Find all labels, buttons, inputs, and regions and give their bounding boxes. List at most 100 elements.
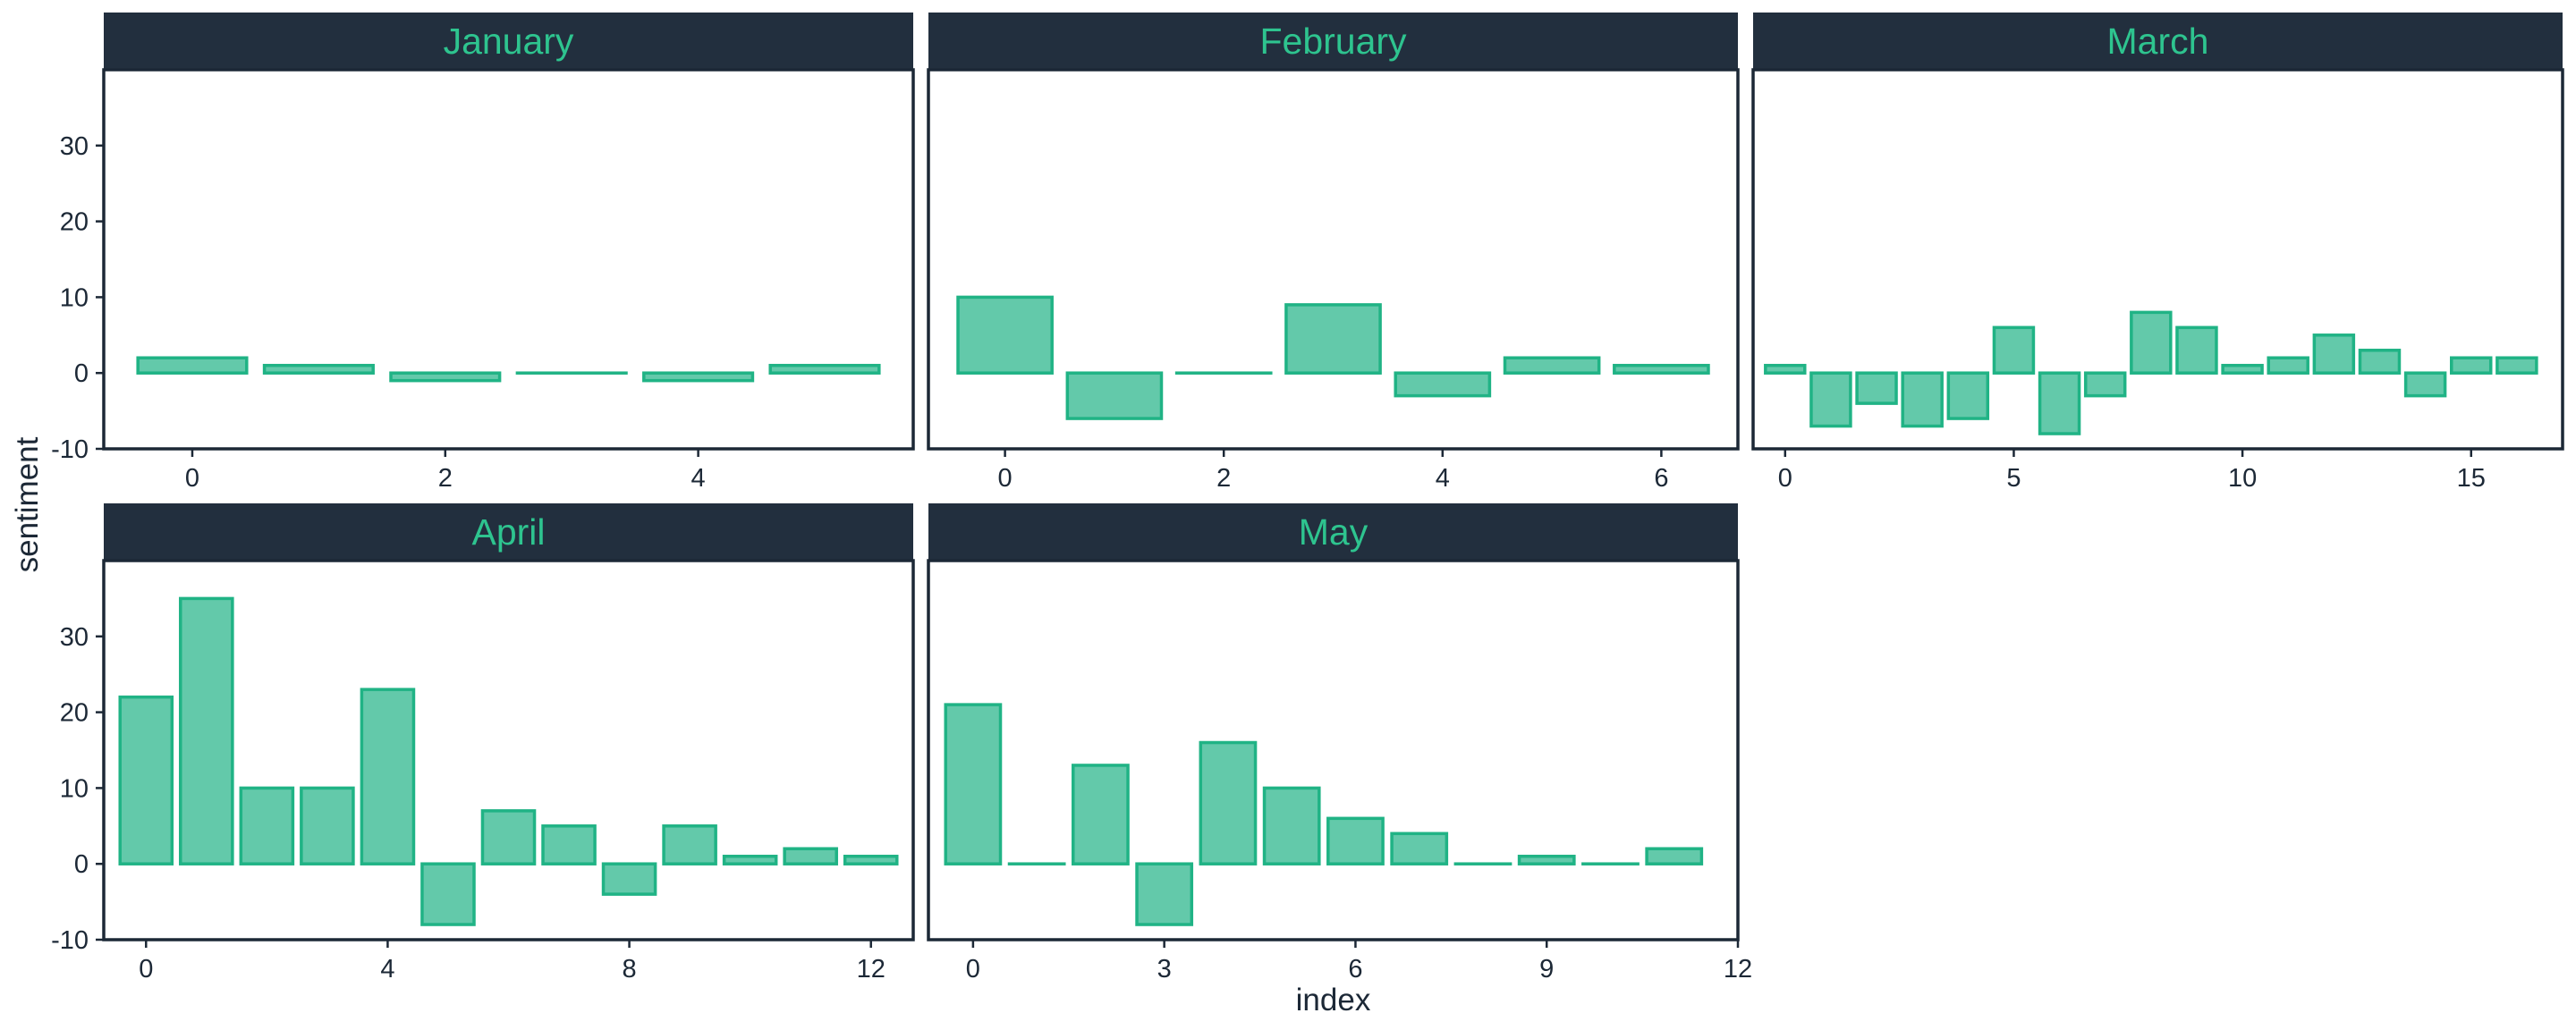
panel-frame <box>102 559 915 941</box>
x-tick-label: 4 <box>380 955 394 984</box>
facet-panel-january: January 0 2 4 -10 0 10 20 30 <box>51 13 915 493</box>
bar <box>642 371 755 383</box>
bar <box>2175 325 2218 375</box>
x-tick-label: 3 <box>1157 955 1172 984</box>
bar <box>1284 303 1382 375</box>
bar <box>2403 371 2447 398</box>
facet-title: February <box>1259 21 1407 62</box>
y-tick-label: 10 <box>60 774 89 803</box>
x-tick-label: 2 <box>1216 464 1231 493</box>
panel-frame <box>927 559 1740 941</box>
x-tick-label: 5 <box>2006 464 2021 493</box>
bar <box>1135 862 1194 926</box>
y-tick-label: 0 <box>74 359 89 388</box>
y-axis-title: sentiment <box>10 436 45 572</box>
bar <box>300 786 355 865</box>
x-tick-label: 2 <box>438 464 453 493</box>
x-tick-label: 12 <box>857 955 886 984</box>
x-tick-label: 6 <box>1348 955 1362 984</box>
facet-strip <box>1753 13 2563 70</box>
panel-frame <box>1751 68 2564 451</box>
x-tick-label: 4 <box>691 464 706 493</box>
facet-strip <box>104 503 913 561</box>
panel-frame <box>927 68 1740 451</box>
bar <box>2083 371 2127 398</box>
y-tick-label: 20 <box>60 699 89 728</box>
bar <box>2496 356 2538 375</box>
facet-panel-march: March 0 5 10 15 <box>1751 13 2564 493</box>
bar <box>1065 371 1164 420</box>
bar <box>239 786 295 865</box>
y-tick-label: 30 <box>60 623 89 652</box>
bar <box>389 371 502 383</box>
bar <box>480 809 537 865</box>
bar <box>783 847 838 865</box>
x-tick-label: 0 <box>139 955 153 984</box>
bar <box>360 688 416 865</box>
bar <box>2130 310 2173 375</box>
bar <box>118 695 174 865</box>
bar <box>136 356 249 375</box>
facet-strip <box>104 13 913 70</box>
bar <box>956 295 1054 375</box>
x-axis-title: index <box>1296 983 1371 1017</box>
facet-panel-may: May 0 3 6 9 12 <box>927 503 1752 984</box>
x-tick-label: 9 <box>1539 955 1554 984</box>
facet-title: April <box>471 511 545 553</box>
y-tick-label: 0 <box>74 850 89 879</box>
bar <box>662 824 717 865</box>
bar <box>1809 371 1852 428</box>
bar <box>1390 832 1449 865</box>
bar <box>2312 333 2356 375</box>
panel-frame <box>102 68 915 451</box>
bar <box>1992 325 2036 375</box>
facet-title: March <box>2107 21 2209 62</box>
bar <box>944 703 1003 865</box>
bar <box>1946 371 1990 420</box>
bar <box>420 862 476 926</box>
x-tick-label: 12 <box>1724 955 1752 984</box>
bar <box>722 854 778 865</box>
x-tick-label: 8 <box>623 955 637 984</box>
facet-panel-february: February 0 2 4 6 <box>927 13 1740 493</box>
bar <box>1262 786 1321 865</box>
bar <box>541 824 597 865</box>
bar <box>179 596 234 865</box>
x-tick-label: 4 <box>1436 464 1450 493</box>
bar <box>1199 740 1258 865</box>
y-tick-label: -10 <box>51 435 89 464</box>
bar <box>2358 349 2402 375</box>
bar <box>1613 363 1710 375</box>
facet-strip <box>928 503 1738 561</box>
bar <box>1072 764 1130 865</box>
y-tick-label: -10 <box>51 926 89 955</box>
bar <box>1394 371 1492 398</box>
bar <box>768 363 881 375</box>
bar <box>2221 363 2264 375</box>
x-tick-label: 15 <box>2457 464 2486 493</box>
bar <box>1326 816 1385 865</box>
facet-strip <box>928 13 1738 70</box>
bar <box>1764 363 1807 375</box>
bar <box>1517 854 1576 865</box>
bar <box>2038 371 2081 435</box>
facet-panel-april: April 0 4 8 12 -10 0 10 20 30 <box>51 503 915 984</box>
x-tick-label: 0 <box>1778 464 1792 493</box>
facet-title: May <box>1299 511 1368 553</box>
y-tick-label: 30 <box>60 132 89 161</box>
bar <box>1901 371 1944 428</box>
y-tick-label: 10 <box>60 283 89 312</box>
x-tick-label: 10 <box>2228 464 2257 493</box>
bar <box>262 363 375 375</box>
bar <box>843 854 899 865</box>
x-tick-label: 0 <box>966 955 980 984</box>
bar <box>1855 371 1898 405</box>
bar <box>1503 356 1601 375</box>
x-tick-label: 0 <box>185 464 199 493</box>
facet-title: January <box>444 21 574 62</box>
bar <box>2267 356 2309 375</box>
x-tick-label: 0 <box>998 464 1013 493</box>
bar <box>601 862 657 896</box>
